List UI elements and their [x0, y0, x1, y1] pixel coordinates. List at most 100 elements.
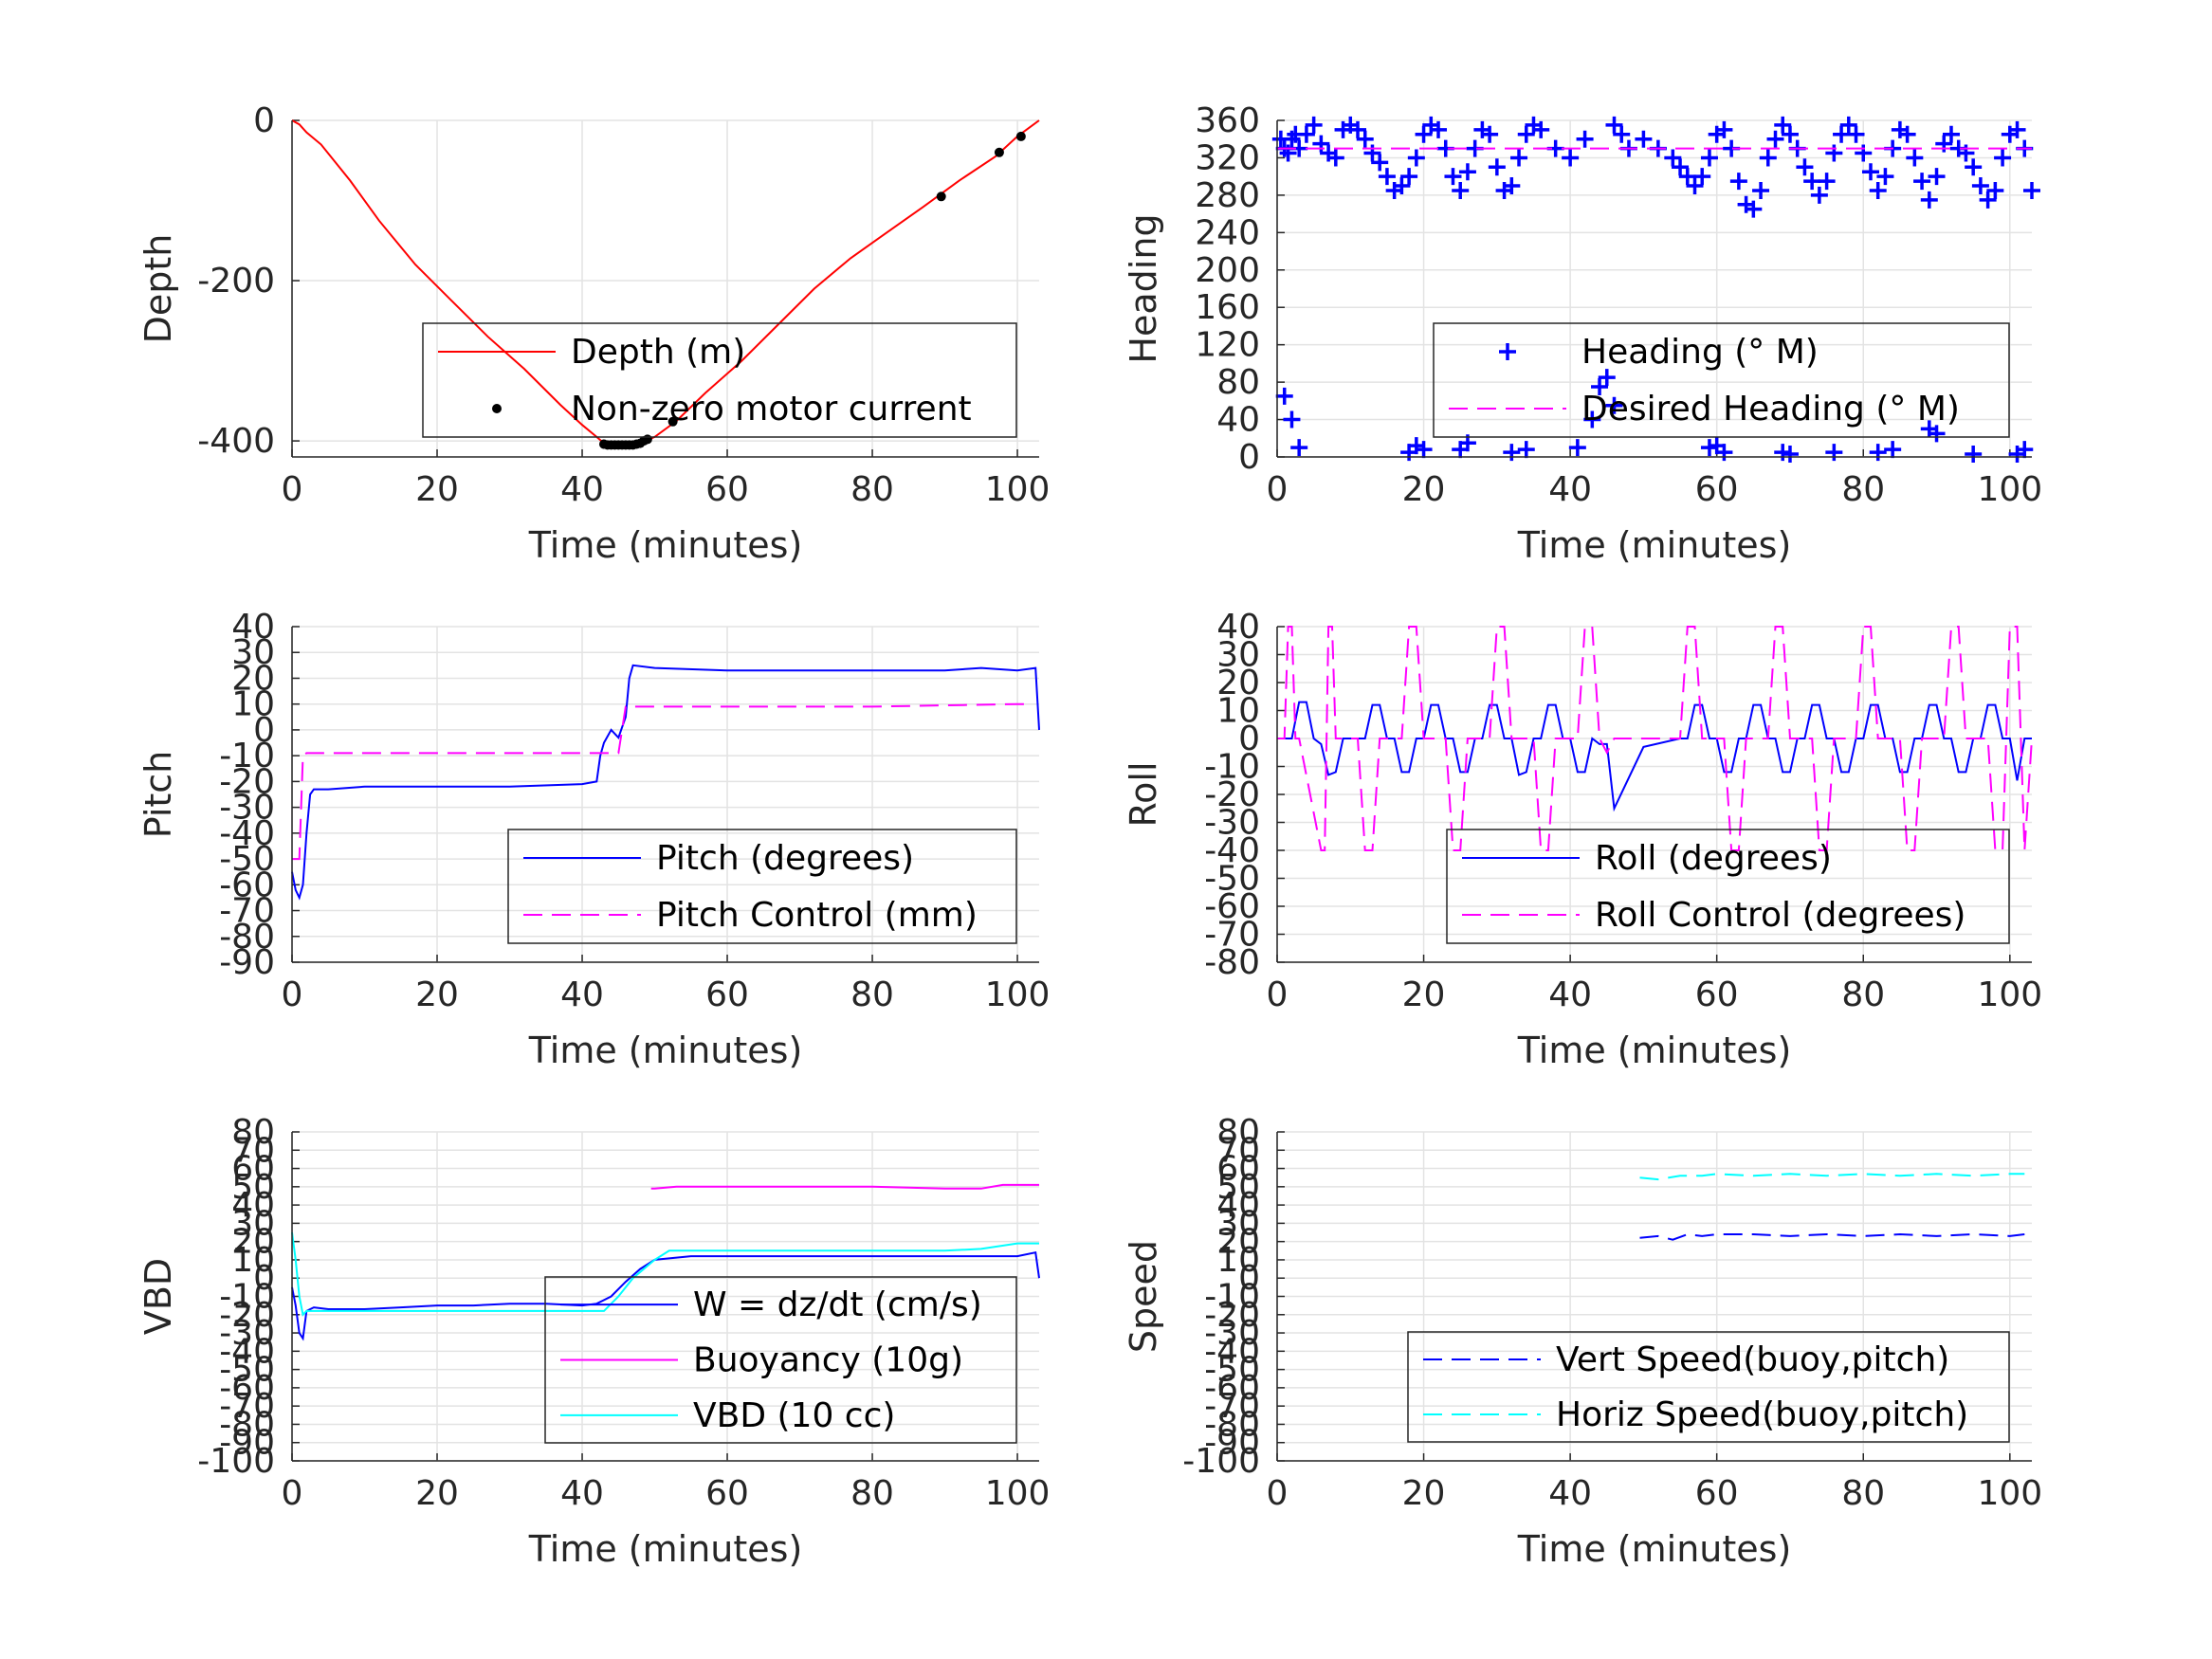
y-tick-label: 20	[231, 659, 275, 698]
y-tick-label: 80	[1216, 1113, 1260, 1152]
data-point	[1562, 149, 1580, 167]
y-tick-label: -70	[219, 1387, 275, 1426]
legend-box	[422, 322, 1017, 438]
y-tick-label: 0	[1238, 1259, 1260, 1298]
y-tick-label: -10	[219, 737, 275, 775]
series-2	[1277, 626, 2033, 851]
x-tick-label: 40	[1548, 470, 1592, 509]
x-tick-label: 20	[1402, 470, 1446, 509]
series-line	[291, 1231, 1039, 1317]
data-point	[1517, 441, 1535, 459]
y-tick-label: 40	[1216, 401, 1260, 440]
data-point	[1781, 446, 1799, 464]
legend-entry: Roll (degrees)	[1462, 839, 1832, 878]
data-point	[1825, 444, 1843, 462]
legend: Pitch (degrees) Pitch Control (mm)	[507, 829, 1017, 944]
data-point	[1869, 181, 1887, 199]
data-point	[1312, 135, 1330, 153]
data-point	[2008, 120, 2026, 138]
data-point	[1898, 125, 1916, 143]
legend-entry: Horiz Speed(buoy,pitch)	[1423, 1395, 1968, 1434]
x-tick-label: 40	[1548, 975, 1592, 1014]
y-tick-label: 60	[231, 1150, 275, 1189]
y-axis-label: Speed	[1123, 1240, 1164, 1353]
x-tick-label: 40	[560, 975, 604, 1014]
legend-entry: Desired Heading (° M)	[1449, 390, 1960, 428]
legend-entry: Depth (m)	[438, 333, 745, 372]
y-tick-label: -60	[1204, 1369, 1260, 1408]
y-axis-label: Roll	[1123, 761, 1164, 827]
data-point	[1700, 149, 1718, 167]
data-point	[1664, 149, 1682, 167]
data-point	[2023, 181, 2040, 199]
data-point	[1444, 168, 1462, 186]
data-point	[1715, 444, 1733, 462]
x-tick-label: 80	[850, 975, 894, 1014]
x-tick-label: 60	[705, 975, 749, 1014]
series-1	[1639, 1232, 2025, 1241]
data-point	[1965, 158, 1983, 176]
y-tick-label: 50	[231, 1168, 275, 1207]
y-tick-label: 70	[1216, 1131, 1260, 1170]
data-point	[2016, 441, 2034, 459]
subplot-1: 0 20 40 60 80 100 0 -200 -400 Time (minutes) Depth…	[137, 101, 1050, 566]
y-tick-label: 10	[231, 1241, 275, 1280]
legend: Roll (degrees) Roll Control (degrees)	[1446, 829, 2010, 944]
y-tick-label: -60	[219, 1369, 275, 1408]
y-tick-labels: 0 -200 -400	[197, 101, 275, 461]
y-tick-label: -40	[1204, 1332, 1260, 1371]
y-tick-label: 20	[231, 1223, 275, 1262]
y-tick-label: 80	[231, 1113, 275, 1152]
series-line	[291, 664, 1040, 901]
data-point	[1452, 181, 1470, 199]
y-tick-label: -70	[1204, 916, 1260, 955]
data-point	[1576, 130, 1594, 148]
data-point	[1488, 158, 1506, 176]
x-tick-label: 80	[1841, 470, 1885, 509]
x-tick-labels: 0 20 40 60 80 100	[282, 975, 1051, 1014]
subplot-3: 0 20 40 60 80 100403020100-10-20-30-40-50-60-…	[137, 608, 1050, 1071]
data-point	[1605, 396, 1623, 414]
data-point	[1415, 125, 1433, 143]
data-point	[1729, 173, 1747, 191]
y-axis-label: Pitch	[137, 751, 179, 839]
y-axis-label: Depth	[137, 234, 179, 344]
x-tick-label: 60	[705, 470, 749, 509]
subplot-2: 0 20 40 60 80 10004080120160200240280320360Ti…	[1123, 101, 2042, 566]
x-tick-label: 0	[282, 1474, 303, 1513]
y-tick-label: -100	[197, 1442, 275, 1481]
y-tick-label: 60	[1216, 1150, 1260, 1189]
y-tick-label: 30	[231, 1204, 275, 1243]
data-point	[1400, 168, 1418, 186]
plot-area	[1271, 116, 2040, 464]
series-line	[1277, 626, 2033, 851]
legend-label: Heading (° M)	[1581, 333, 1819, 372]
x-tick-label: 80	[850, 1474, 894, 1513]
legend: W = dz/dt (cm/s) Buoyancy (10g) VBD (10 cc…	[544, 1276, 1017, 1444]
y-tick-label: -30	[1204, 1314, 1260, 1353]
legend: Heading (° M) Desired Heading (° M)	[1433, 322, 2010, 438]
y-tick-label: 0	[1238, 438, 1260, 477]
data-point	[1283, 410, 1301, 428]
data-point	[642, 434, 652, 445]
grid	[291, 119, 1039, 457]
y-tick-label: 10	[1216, 1241, 1260, 1280]
data-point	[1759, 149, 1777, 167]
series-2	[292, 702, 1033, 861]
data-point	[1591, 378, 1609, 396]
legend-entry: VBD (10 cc)	[560, 1396, 895, 1435]
legend-label: Horiz Speed(buoy,pitch)	[1556, 1395, 1968, 1434]
x-tick-label: 40	[1548, 1474, 1592, 1513]
y-tick-label: 30	[1216, 636, 1260, 675]
data-point	[1884, 441, 1902, 459]
y-tick-label: -200	[197, 262, 275, 301]
data-point	[1297, 125, 1315, 143]
data-point	[1458, 163, 1476, 181]
plot-area	[1277, 626, 2033, 851]
data-point	[667, 416, 678, 427]
data-point	[1957, 144, 1975, 162]
x-axis-label: Time (minutes)	[1517, 1528, 1792, 1570]
series-3	[291, 1231, 1039, 1317]
